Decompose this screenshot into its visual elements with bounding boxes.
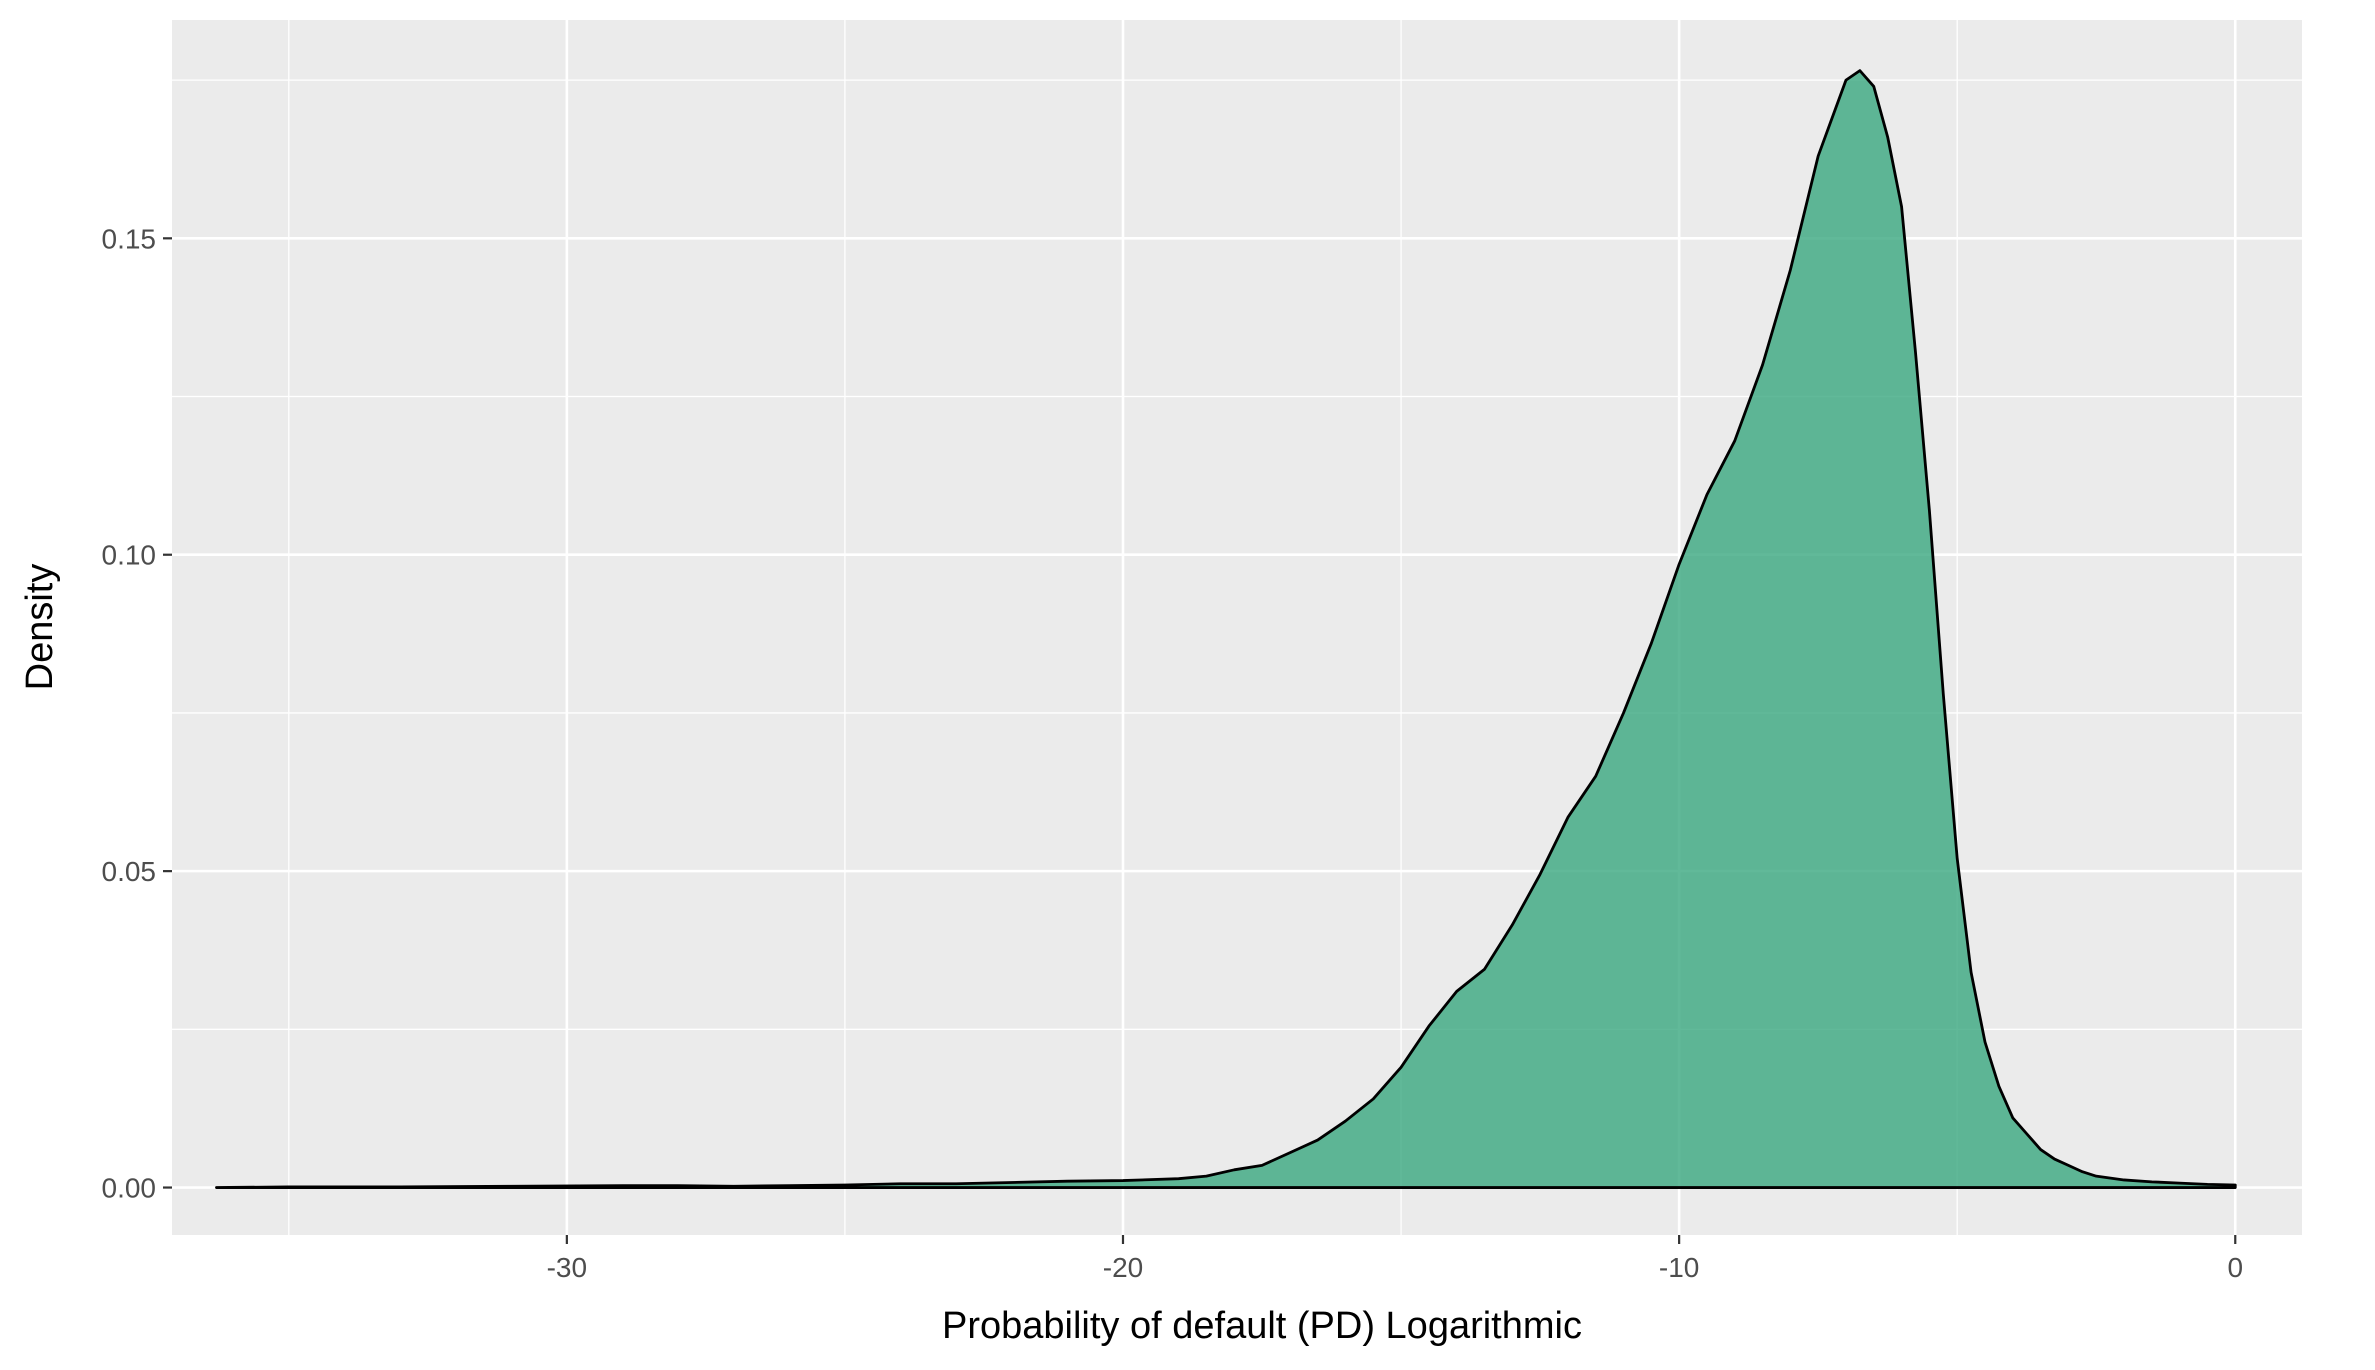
x-tick-label: -10 [1659, 1252, 1699, 1283]
x-tick-label: -20 [1103, 1252, 1143, 1283]
y-axis-tick-labels: 0.00 0.05 0.10 0.15 [102, 223, 157, 1203]
y-tick-label: 0.05 [102, 856, 157, 887]
x-axis-title: Probability of default (PD) Logarithmic [942, 1305, 1582, 1347]
x-tick-label: 0 [2227, 1252, 2243, 1283]
axis-ticks [163, 237, 2237, 1244]
y-tick-label: 0.00 [102, 1173, 157, 1204]
y-axis-title: Density [19, 564, 61, 691]
x-axis-tick-labels: -30 -20 -10 0 [547, 1252, 2243, 1283]
density-series [215, 69, 2237, 1189]
y-tick-label: 0.10 [102, 540, 157, 571]
minor-gridlines [172, 20, 2302, 1235]
y-tick-label: 0.15 [102, 223, 157, 254]
density-area [215, 69, 2237, 1189]
x-tick-label: -30 [547, 1252, 587, 1283]
